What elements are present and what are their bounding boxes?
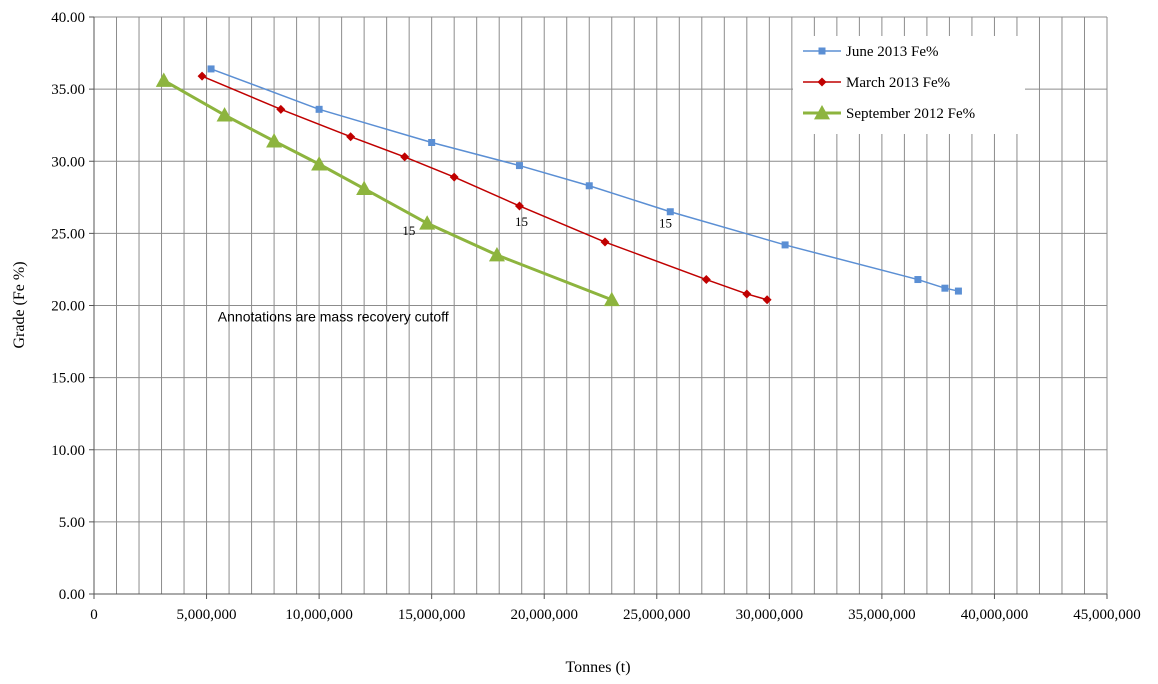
data-point-square xyxy=(585,182,593,190)
annotations: 15 15 15 Annotations are mass recovery cuto… xyxy=(218,214,672,324)
legend: June 2013 Fe% March 2013 Fe% September 201… xyxy=(793,36,1025,134)
data-point-triangle xyxy=(266,133,283,148)
legend-label: June 2013 Fe% xyxy=(846,44,939,60)
data-point-diamond xyxy=(817,77,827,87)
annotation-label: 15 xyxy=(402,223,415,238)
data-point-triangle xyxy=(603,291,620,307)
data-point-square xyxy=(914,276,922,284)
data-point-square xyxy=(781,241,789,249)
data-point-triangle xyxy=(419,215,436,230)
series-lines xyxy=(155,65,962,307)
y-tick-label: 5.00 xyxy=(59,515,85,531)
data-point-diamond xyxy=(600,237,610,247)
grid xyxy=(94,16,1108,594)
y-axis-title: Grade (Fe %) xyxy=(11,261,28,348)
annotation-label: 15 xyxy=(659,216,672,231)
data-point-square xyxy=(818,47,826,55)
data-point-triangle xyxy=(155,72,172,87)
data-point-triangle xyxy=(216,107,233,122)
x-tick-label: 40,000,000 xyxy=(961,607,1029,623)
data-point-diamond xyxy=(197,71,207,81)
legend-label: March 2013 Fe% xyxy=(846,75,950,91)
series-march-2013-fe xyxy=(197,71,772,305)
data-point-diamond xyxy=(514,201,524,211)
y-tick-label: 35.00 xyxy=(51,82,85,98)
legend-entry: March 2013 Fe% xyxy=(803,75,950,91)
series-line xyxy=(201,75,768,301)
y-tick-label: 25.00 xyxy=(51,226,85,242)
x-tick-label: 15,000,000 xyxy=(398,607,466,623)
x-tick-label: 20,000,000 xyxy=(510,607,578,623)
data-point-diamond xyxy=(742,289,752,299)
x-tick-label: 45,000,000 xyxy=(1073,607,1141,623)
annotation-note: Annotations are mass recovery cutoff xyxy=(218,308,449,324)
data-point-triangle xyxy=(814,105,830,120)
data-point-square xyxy=(515,162,523,170)
legend-label: September 2012 Fe% xyxy=(846,106,975,122)
data-point-diamond xyxy=(346,132,356,142)
data-point-square xyxy=(428,138,436,146)
series-line xyxy=(163,79,613,302)
data-point-square xyxy=(207,65,215,73)
x-tick-label: 5,000,000 xyxy=(177,607,237,623)
y-tick-label: 0.00 xyxy=(59,587,85,603)
x-tick-label: 30,000,000 xyxy=(736,607,804,623)
x-tick-label: 0 xyxy=(90,607,98,623)
x-tick-label: 25,000,000 xyxy=(623,607,691,623)
axes: 0.00 5.00 10.00 15.00 20.00 25.00 30.00 35.00 40… xyxy=(51,10,1141,623)
data-point-square xyxy=(315,105,323,113)
data-point-square xyxy=(666,208,674,216)
data-point-diamond xyxy=(400,152,410,162)
legend-entry: June 2013 Fe% xyxy=(803,44,939,60)
data-point-diamond xyxy=(701,275,711,285)
legend-background xyxy=(793,36,1025,134)
data-point-triangle xyxy=(488,247,505,262)
data-point-diamond xyxy=(762,295,772,305)
series-september-2012-fe xyxy=(155,72,620,307)
data-point-diamond xyxy=(276,104,286,114)
x-tick-label: 10,000,000 xyxy=(285,607,353,623)
legend-entry: September 2012 Fe% xyxy=(803,105,975,122)
y-tick-label: 40.00 xyxy=(51,10,85,26)
series-line xyxy=(210,68,959,292)
y-tick-label: 20.00 xyxy=(51,299,85,315)
x-axis-title: Tonnes (t) xyxy=(565,659,630,676)
y-tick-label: 30.00 xyxy=(51,154,85,170)
x-tick-label: 35,000,000 xyxy=(848,607,916,623)
data-point-triangle xyxy=(356,180,373,196)
series-june-2013-fe xyxy=(207,65,962,295)
data-point-diamond xyxy=(449,172,459,182)
y-tick-label: 10.00 xyxy=(51,443,85,459)
data-point-square xyxy=(954,287,962,295)
data-point-triangle xyxy=(311,156,328,171)
y-tick-label: 15.00 xyxy=(51,371,85,387)
annotation-label: 15 xyxy=(515,214,528,229)
data-point-square xyxy=(941,284,949,292)
